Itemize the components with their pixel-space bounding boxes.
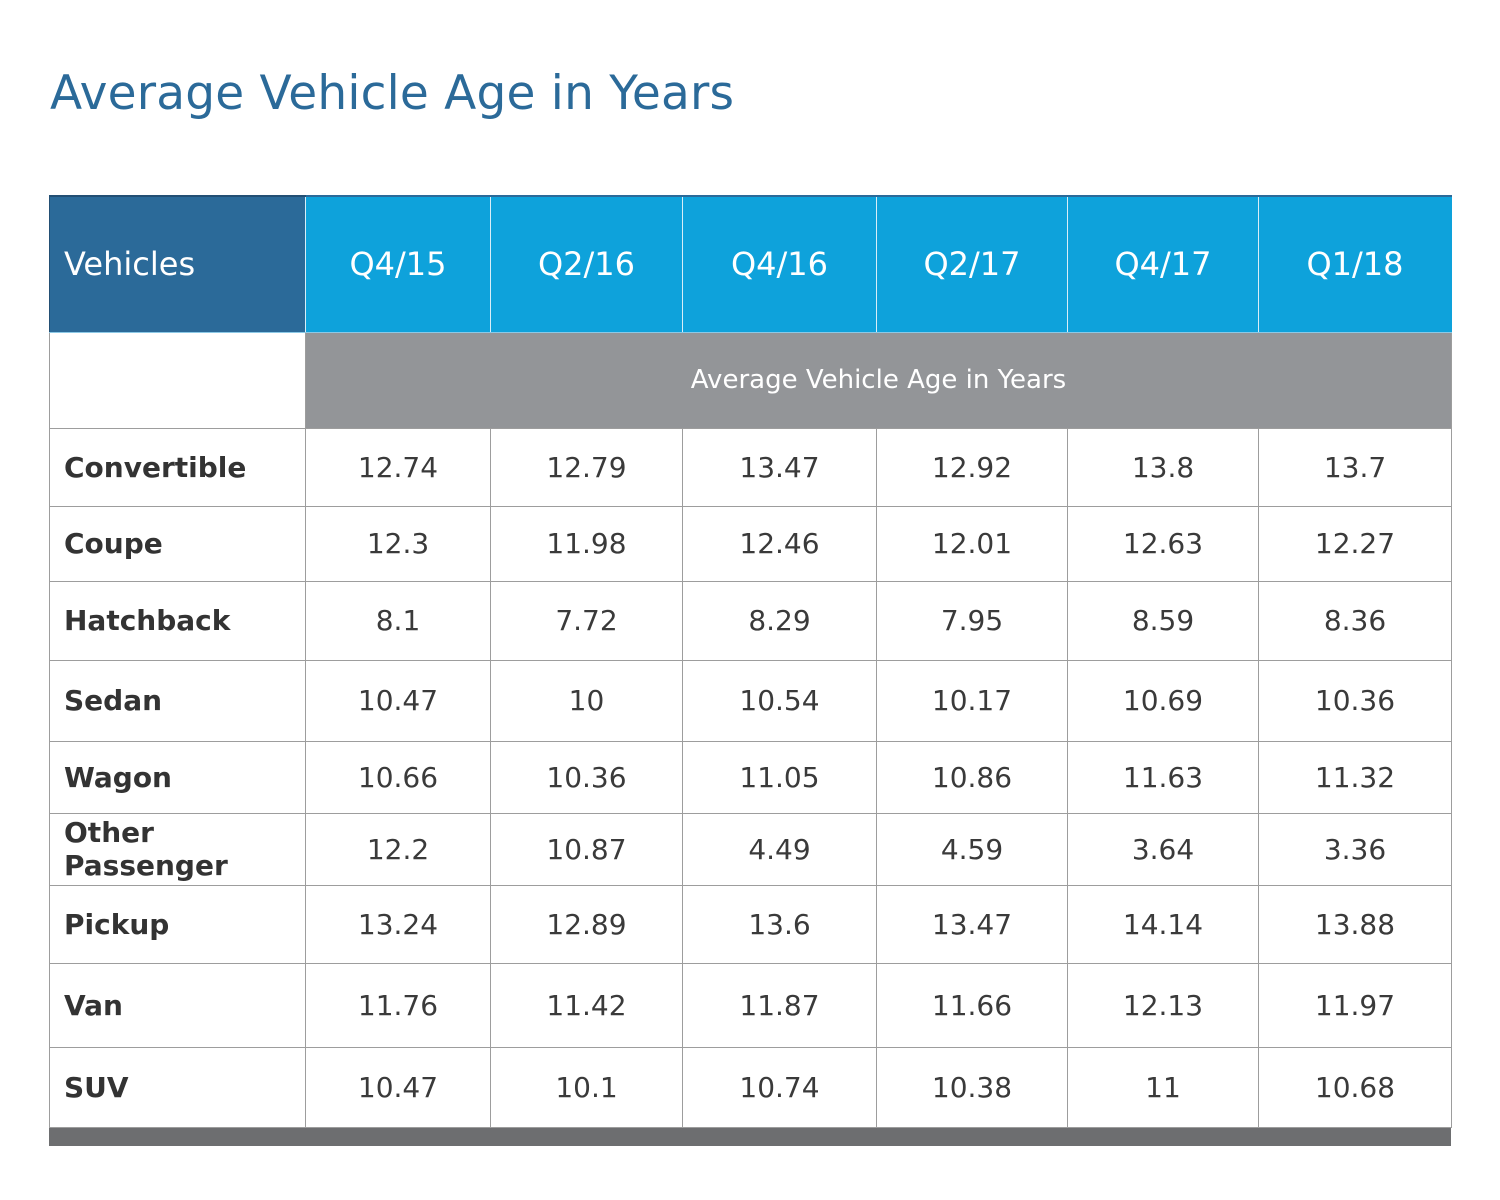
value-cell: 10.36	[490, 740, 683, 814]
value-cell: 11	[1067, 1046, 1259, 1128]
value-cell: 11.76	[305, 962, 491, 1048]
value-cell: 11.66	[876, 962, 1068, 1048]
value-cell: 11.63	[1067, 740, 1259, 814]
row-label: Van	[49, 962, 306, 1048]
value-cell: 10.69	[1067, 659, 1259, 742]
value-cell: 10.86	[876, 740, 1068, 814]
page-title: Average Vehicle Age in Years	[50, 66, 735, 121]
table-row: Convertible 12.74 12.79 13.47 12.92 13.8 13.7	[49, 427, 1452, 507]
value-cell: 10	[490, 659, 683, 742]
header-quarter: Q2/16	[490, 195, 683, 333]
value-cell: 13.47	[682, 427, 877, 507]
header-row: Vehicles Q4/15 Q2/16 Q4/16 Q2/17 Q4/17 Q…	[49, 195, 1452, 333]
data-table-container: Vehicles Q4/15 Q2/16 Q4/16 Q2/17 Q4/17 Q…	[49, 195, 1452, 1146]
value-cell: 7.72	[490, 580, 683, 661]
header-quarter: Q4/17	[1067, 195, 1259, 333]
value-cell: 10.36	[1258, 659, 1452, 742]
value-cell: 10.66	[305, 740, 491, 814]
value-cell: 8.36	[1258, 580, 1452, 661]
value-cell: 13.7	[1258, 427, 1452, 507]
value-cell: 12.92	[876, 427, 1068, 507]
value-cell: 10.47	[305, 1046, 491, 1128]
value-cell: 10.38	[876, 1046, 1068, 1128]
row-label: Hatchback	[49, 580, 306, 661]
value-cell: 4.49	[682, 812, 877, 886]
row-label: Sedan	[49, 659, 306, 742]
table-row: Wagon 10.66 10.36 11.05 10.86 11.63 11.32	[49, 740, 1452, 814]
row-label: SUV	[49, 1046, 306, 1128]
value-cell: 12.79	[490, 427, 683, 507]
value-cell: 10.17	[876, 659, 1068, 742]
row-label: Wagon	[49, 740, 306, 814]
header-vehicles: Vehicles	[49, 195, 306, 333]
value-cell: 8.1	[305, 580, 491, 661]
value-cell: 4.59	[876, 812, 1068, 886]
row-label: Pickup	[49, 884, 306, 964]
row-label: Other Passenger	[49, 812, 306, 886]
value-cell: 10.1	[490, 1046, 683, 1128]
table-row: Van 11.76 11.42 11.87 11.66 12.13 11.97	[49, 962, 1452, 1048]
row-label: Convertible	[49, 427, 306, 507]
header-quarter: Q2/17	[876, 195, 1068, 333]
value-cell: 12.01	[876, 505, 1068, 582]
value-cell: 10.54	[682, 659, 877, 742]
value-cell: 13.6	[682, 884, 877, 964]
value-cell: 10.87	[490, 812, 683, 886]
table-row: Sedan 10.47 10 10.54 10.17 10.69 10.36	[49, 659, 1452, 742]
value-cell: 12.89	[490, 884, 683, 964]
value-cell: 11.42	[490, 962, 683, 1048]
vehicle-age-table: Vehicles Q4/15 Q2/16 Q4/16 Q2/17 Q4/17 Q…	[49, 195, 1452, 1128]
value-cell: 12.46	[682, 505, 877, 582]
value-cell: 8.59	[1067, 580, 1259, 661]
subheader-blank-cell	[49, 331, 306, 429]
value-cell: 12.74	[305, 427, 491, 507]
subheader-band: Average Vehicle Age in Years	[305, 331, 1452, 429]
subheader-row: Average Vehicle Age in Years	[49, 331, 1452, 429]
value-cell: 12.63	[1067, 505, 1259, 582]
table-row: Coupe 12.3 11.98 12.46 12.01 12.63 12.27	[49, 505, 1452, 582]
table-row: SUV 10.47 10.1 10.74 10.38 11 10.68	[49, 1046, 1452, 1128]
value-cell: 10.47	[305, 659, 491, 742]
table-row: Pickup 13.24 12.89 13.6 13.47 14.14 13.88	[49, 884, 1452, 964]
value-cell: 7.95	[876, 580, 1068, 661]
value-cell: 10.74	[682, 1046, 877, 1128]
value-cell: 13.24	[305, 884, 491, 964]
value-cell: 12.2	[305, 812, 491, 886]
header-quarter: Q4/16	[682, 195, 877, 333]
header-quarter: Q4/15	[305, 195, 491, 333]
value-cell: 11.87	[682, 962, 877, 1048]
value-cell: 13.8	[1067, 427, 1259, 507]
value-cell: 13.88	[1258, 884, 1452, 964]
value-cell: 3.36	[1258, 812, 1452, 886]
value-cell: 11.98	[490, 505, 683, 582]
value-cell: 8.29	[682, 580, 877, 661]
value-cell: 11.32	[1258, 740, 1452, 814]
value-cell: 13.47	[876, 884, 1068, 964]
value-cell: 12.3	[305, 505, 491, 582]
value-cell: 14.14	[1067, 884, 1259, 964]
footer-bar	[49, 1127, 1451, 1146]
value-cell: 11.97	[1258, 962, 1452, 1048]
value-cell: 11.05	[682, 740, 877, 814]
row-label: Coupe	[49, 505, 306, 582]
value-cell: 10.68	[1258, 1046, 1452, 1128]
value-cell: 3.64	[1067, 812, 1259, 886]
table-row: Other Passenger 12.2 10.87 4.49 4.59 3.64 3.36	[49, 812, 1452, 886]
table-row: Hatchback 8.1 7.72 8.29 7.95 8.59 8.36	[49, 580, 1452, 661]
value-cell: 12.13	[1067, 962, 1259, 1048]
header-quarter: Q1/18	[1258, 195, 1452, 333]
value-cell: 12.27	[1258, 505, 1452, 582]
